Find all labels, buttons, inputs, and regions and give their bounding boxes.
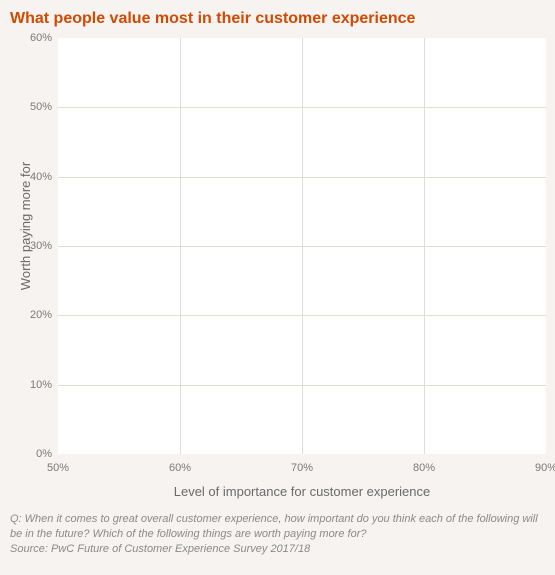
footnote-source: Source: PwC Future of Customer Experienc…: [10, 542, 545, 557]
x-tick-label: 70%: [291, 462, 313, 474]
gridline-horizontal: [58, 385, 546, 386]
x-tick-label: 80%: [413, 462, 435, 474]
y-tick-label: 10%: [22, 379, 52, 391]
x-tick-label: 50%: [47, 462, 69, 474]
chart-plot-area: [58, 38, 546, 454]
y-tick-label: 60%: [22, 32, 52, 44]
y-tick-label: 0%: [22, 448, 52, 460]
y-tick-label: 30%: [22, 240, 52, 252]
y-tick-label: 40%: [22, 171, 52, 183]
chart-title: What people value most in their customer…: [10, 10, 415, 28]
x-axis-label: Level of importance for customer experie…: [58, 484, 546, 499]
y-tick-label: 20%: [22, 309, 52, 321]
x-tick-label: 90%: [535, 462, 555, 474]
x-tick-label: 60%: [169, 462, 191, 474]
y-tick-label: 50%: [22, 101, 52, 113]
gridline-horizontal: [58, 177, 546, 178]
gridline-horizontal: [58, 107, 546, 108]
footnote-question: Q: When it comes to great overall custom…: [10, 512, 545, 542]
y-axis-label: Worth paying more for: [18, 126, 33, 326]
gridline-horizontal: [58, 315, 546, 316]
chart-footnote: Q: When it comes to great overall custom…: [10, 512, 545, 557]
gridline-horizontal: [58, 246, 546, 247]
